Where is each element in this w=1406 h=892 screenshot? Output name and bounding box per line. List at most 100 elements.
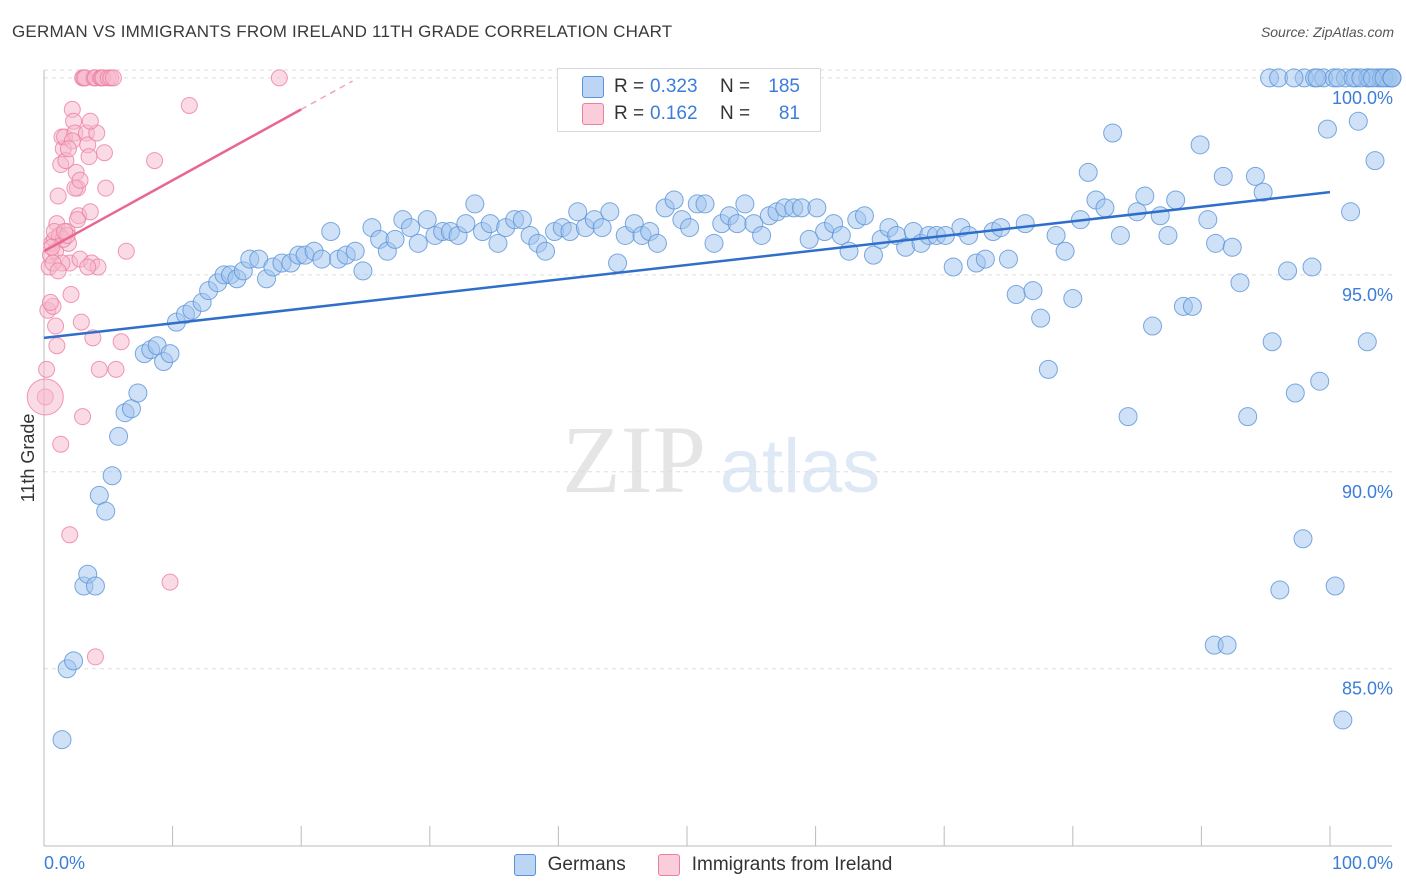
watermark-zip: ZIP	[562, 406, 706, 513]
german-point	[1217, 635, 1237, 655]
watermark-atlas: atlas	[720, 424, 881, 509]
ireland-point	[117, 242, 135, 260]
x-tick-label: 0.0%	[44, 853, 85, 873]
legend-item-germans[interactable]: Germans	[513, 854, 626, 876]
ireland-point	[97, 179, 115, 197]
german-point	[831, 225, 851, 245]
german-point	[1365, 151, 1385, 171]
stats-row-ireland: R = 0.162 N = 81	[582, 101, 800, 127]
german-point	[1341, 202, 1361, 222]
n-label: N =	[720, 103, 751, 124]
german-point	[1230, 273, 1250, 293]
german-point	[1382, 68, 1402, 88]
r-label: R =	[614, 76, 645, 97]
ireland-point	[180, 96, 198, 114]
german-point	[1317, 119, 1337, 139]
german-point	[943, 257, 963, 277]
ireland-point	[104, 69, 122, 87]
germans-swatch	[582, 76, 604, 98]
ireland-point	[47, 317, 65, 335]
ireland-point	[90, 360, 108, 378]
german-point	[1278, 261, 1298, 281]
legend-label: Immigrants from Ireland	[691, 854, 893, 875]
grid-layer	[44, 69, 1392, 670]
german-point	[109, 426, 129, 446]
stats-legend: R = 0.323 N = 185 R = 0.162 N = 81	[557, 68, 821, 132]
german-point	[1310, 371, 1330, 391]
german-point	[1262, 332, 1282, 352]
y-tick-label: 90.0%	[1342, 482, 1393, 502]
germans-trend-line	[43, 190, 1331, 340]
german-point	[1245, 166, 1265, 186]
ireland-point	[161, 573, 179, 591]
german-point	[647, 233, 667, 253]
german-point	[727, 214, 747, 234]
ireland-trend-extension	[300, 80, 354, 111]
german-point	[1307, 68, 1327, 88]
ireland-point	[52, 435, 70, 453]
ireland-trend-line	[43, 108, 302, 253]
german-point	[863, 245, 883, 265]
german-point	[799, 229, 819, 249]
legend-item-ireland[interactable]: Immigrants from Ireland	[657, 854, 893, 876]
german-point	[1015, 214, 1035, 234]
ireland-point	[71, 171, 89, 189]
german-point	[704, 233, 724, 253]
points-layer	[26, 68, 1402, 750]
german-point	[1253, 182, 1273, 202]
y-tick-label: 85.0%	[1342, 679, 1393, 699]
ireland-point	[72, 313, 90, 331]
german-point	[1006, 285, 1026, 305]
german-point	[1078, 162, 1098, 182]
german-point	[1348, 111, 1368, 131]
german-point	[488, 233, 508, 253]
n-value: 185	[768, 76, 800, 97]
stats-row-germans: R = 0.323 N = 185	[582, 74, 800, 100]
r-value: 0.162	[650, 103, 698, 124]
n-value: 81	[778, 103, 800, 124]
ireland-point	[146, 152, 164, 170]
german-point	[1023, 281, 1043, 301]
german-point	[1238, 407, 1258, 427]
ireland-point	[68, 211, 86, 229]
label-layer: 100.0% 95.0% 90.0% 85.0% 0.0% 100.0% 11th Grad…	[18, 88, 1393, 873]
series-legend: Germans Immigrants from Ireland	[0, 852, 1406, 878]
german-point	[1046, 225, 1066, 245]
ireland-point	[80, 148, 98, 166]
german-point	[1055, 241, 1075, 261]
german-point	[1038, 359, 1058, 379]
german-point	[600, 202, 620, 222]
german-point	[1302, 257, 1322, 277]
german-point	[512, 210, 532, 230]
german-point	[752, 225, 772, 245]
ireland-point	[41, 293, 59, 311]
ireland-point	[86, 648, 104, 666]
german-point	[1158, 225, 1178, 245]
ireland-point	[81, 203, 99, 221]
german-point	[1135, 186, 1155, 206]
german-point	[1222, 237, 1242, 257]
y-tick-label: 100.0%	[1332, 88, 1393, 108]
ireland-point	[38, 360, 56, 378]
german-point	[1206, 233, 1226, 253]
germans-swatch	[513, 854, 536, 876]
ireland-point	[74, 408, 92, 426]
german-point	[456, 214, 476, 234]
german-point	[1284, 68, 1304, 88]
german-point	[807, 198, 827, 218]
ireland-point	[95, 144, 113, 162]
german-point	[536, 241, 556, 261]
ireland-point	[270, 69, 288, 87]
german-point	[1333, 710, 1353, 730]
ireland-point	[107, 360, 125, 378]
ireland-point	[48, 337, 66, 355]
german-point	[1270, 580, 1290, 600]
german-point	[353, 261, 373, 281]
german-point	[345, 241, 365, 261]
n-label: N =	[720, 76, 751, 97]
y-tick-label: 95.0%	[1342, 285, 1393, 305]
ireland-point	[61, 526, 79, 544]
trend-layer	[43, 80, 1331, 340]
german-point	[102, 466, 122, 486]
